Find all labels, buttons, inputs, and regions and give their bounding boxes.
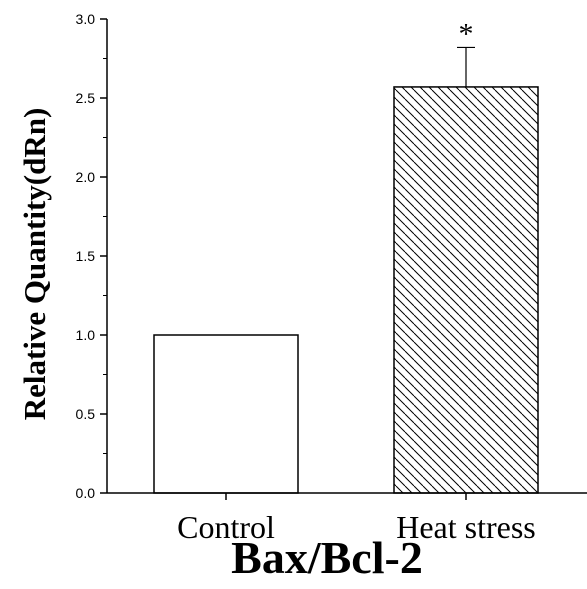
y-tick-label: 3.0 bbox=[76, 11, 96, 27]
bar-control bbox=[153, 334, 299, 494]
x-ticks-layer: Control Heat stress bbox=[177, 493, 536, 545]
y-ticks-layer: 0.0 0.5 1.0 1.5 2.0 2.5 3.0 bbox=[76, 11, 107, 501]
significance-marker: * bbox=[459, 17, 474, 50]
x-tick-label: Heat stress bbox=[396, 509, 536, 545]
y-tick-label: 0.0 bbox=[76, 485, 96, 501]
y-tick-label: 1.5 bbox=[76, 248, 96, 264]
y-axis-label: Relative Quantity(dRn) bbox=[17, 108, 52, 421]
y-tick-label: 2.0 bbox=[76, 169, 96, 185]
bar-heat-stress bbox=[393, 86, 539, 494]
error-bars-layer: * bbox=[457, 17, 475, 87]
chart-title: Bax/Bcl-2 bbox=[231, 532, 423, 583]
bars-layer bbox=[153, 86, 539, 494]
x-tick-label: Control bbox=[177, 509, 275, 545]
y-tick-label: 0.5 bbox=[76, 406, 96, 422]
y-tick-label: 2.5 bbox=[76, 90, 96, 106]
y-tick-label: 1.0 bbox=[76, 327, 96, 343]
